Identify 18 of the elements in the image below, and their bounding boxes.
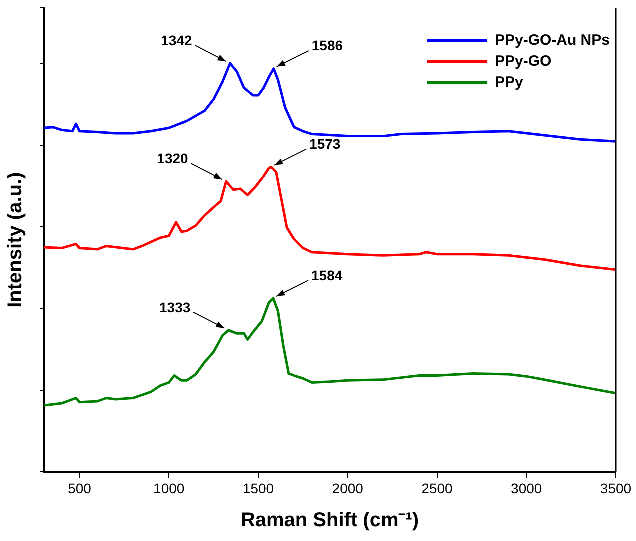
annotation: 1584 [312,267,343,284]
x-tick-label: 1000 [154,480,185,496]
x-tick-label: 3500 [600,480,632,496]
annotation: 1320 [157,150,189,167]
annotation: 1573 [310,136,341,152]
annotation: 1586 [312,38,344,54]
annotation: 1342 [161,32,192,48]
legend-label: PPy [494,74,524,91]
legend-label: PPy-GO [494,53,552,70]
legend-label: PPy-GO-Au NPs [494,32,610,49]
x-tick-label: 3000 [511,480,542,496]
y-axis-title: Intensity (a.u.) [4,172,27,308]
x-tick-label: 2000 [332,480,364,496]
annotation: 1333 [159,299,191,316]
x-tick-label: 1500 [242,480,274,496]
x-tick-label: 500 [68,480,92,496]
x-tick-label: 2500 [422,480,454,496]
x-axis-title: Raman Shift (cm⁻¹) [240,510,420,532]
